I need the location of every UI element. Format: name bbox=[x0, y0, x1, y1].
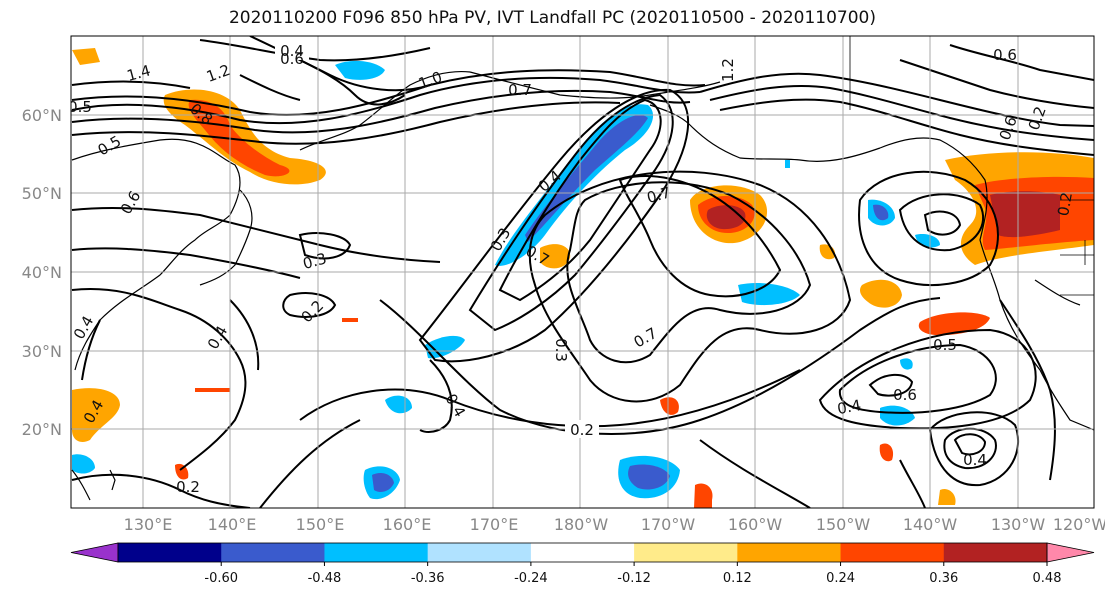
lon-label: 140°E bbox=[208, 515, 257, 534]
colorbar-tick-label: 0.48 bbox=[1033, 571, 1062, 586]
colorbar-segment bbox=[324, 543, 429, 562]
contour-label: 0.6 bbox=[893, 386, 917, 404]
lat-label: 20°N bbox=[22, 420, 62, 439]
colorbar-segment bbox=[530, 543, 635, 562]
lon-label: 160°W bbox=[728, 515, 783, 534]
map-title: 2020110200 F096 850 hPa PV, IVT Landfall… bbox=[228, 8, 876, 28]
colorbar-segment bbox=[427, 543, 532, 562]
lat-label: 50°N bbox=[22, 184, 62, 203]
colorbar-tick-label: 0.36 bbox=[929, 571, 958, 586]
contour-label: 0.2 bbox=[1054, 191, 1076, 218]
colorbar-segment bbox=[840, 543, 945, 562]
contour-label: 0.3 bbox=[301, 249, 329, 273]
map-panel: 0.4 0.6 1.4 1.2 1.0 0.7 1.2 0.6 0.5 0.5 … bbox=[22, 35, 1105, 534]
lon-label: 150°E bbox=[296, 515, 345, 534]
contour-label: 0.2 bbox=[570, 421, 594, 439]
contour-label: 1.4 bbox=[125, 61, 153, 85]
lon-label: 120°W bbox=[1053, 515, 1105, 534]
colorbar-segment bbox=[634, 543, 738, 562]
latitude-labels: 60°N 50°N 40°N 30°N 20°N bbox=[22, 106, 62, 439]
contour-label: 0.6 bbox=[993, 46, 1017, 64]
colorbar-tick-label: -0.24 bbox=[514, 571, 548, 586]
contour-label: 0.4 bbox=[280, 42, 304, 60]
contour-label: 0.2 bbox=[176, 478, 200, 496]
colorbar-tick-label: 0.24 bbox=[826, 571, 855, 586]
coastlines bbox=[71, 70, 1094, 501]
contour-label: 0.5 bbox=[933, 336, 957, 354]
contour-lines bbox=[71, 36, 1094, 508]
lat-label: 30°N bbox=[22, 342, 62, 361]
lon-label: 130°E bbox=[124, 515, 173, 534]
lon-label: 170°W bbox=[641, 515, 696, 534]
graticule bbox=[71, 36, 1094, 508]
colorbar-tick-label: -0.48 bbox=[308, 571, 342, 586]
contour-label: 0.4 bbox=[836, 396, 863, 418]
borders bbox=[849, 36, 1094, 296]
longitude-labels: 130°E 140°E 150°E 160°E 170°E 180°W 170°… bbox=[124, 515, 1105, 534]
colorbar-tick-label: -0.12 bbox=[617, 571, 651, 586]
colorbar-extend-max bbox=[1046, 542, 1095, 563]
colorbar-tick-label: -0.60 bbox=[204, 571, 238, 586]
colorbar-segment bbox=[943, 543, 1048, 562]
colorbar: -0.60 -0.48 -0.36 -0.24 -0.12 0.12 0.24 0.36 0.4… bbox=[70, 542, 1095, 586]
map-frame bbox=[70, 35, 1095, 509]
lon-label: 170°E bbox=[470, 515, 519, 534]
colorbar-extend-min bbox=[70, 542, 119, 563]
colorbar-outline bbox=[117, 542, 1048, 563]
lon-label: 130°W bbox=[991, 515, 1046, 534]
contour-label: 0.5 bbox=[68, 98, 92, 116]
contour-label: 0.7 bbox=[645, 183, 673, 207]
contour-label: 0.7 bbox=[508, 81, 532, 99]
colorbar-tick-label: 0.12 bbox=[723, 571, 752, 586]
lat-label: 40°N bbox=[22, 263, 62, 282]
lon-label: 150°W bbox=[816, 515, 871, 534]
lat-label: 60°N bbox=[22, 106, 62, 125]
contour-label: 0.6 bbox=[280, 50, 304, 68]
colorbar-tick-label: -0.36 bbox=[411, 571, 445, 586]
contour-label: 1.2 bbox=[719, 58, 737, 82]
colorbar-segment bbox=[118, 543, 222, 562]
colorbar-segment bbox=[221, 543, 325, 562]
contour-label: 0.3 bbox=[552, 338, 570, 362]
lon-label: 180°W bbox=[554, 515, 609, 534]
lon-label: 160°E bbox=[383, 515, 432, 534]
contour-label: 0.4 bbox=[963, 451, 987, 469]
colorbar-segment bbox=[737, 543, 842, 562]
lon-label: 140°W bbox=[903, 515, 958, 534]
